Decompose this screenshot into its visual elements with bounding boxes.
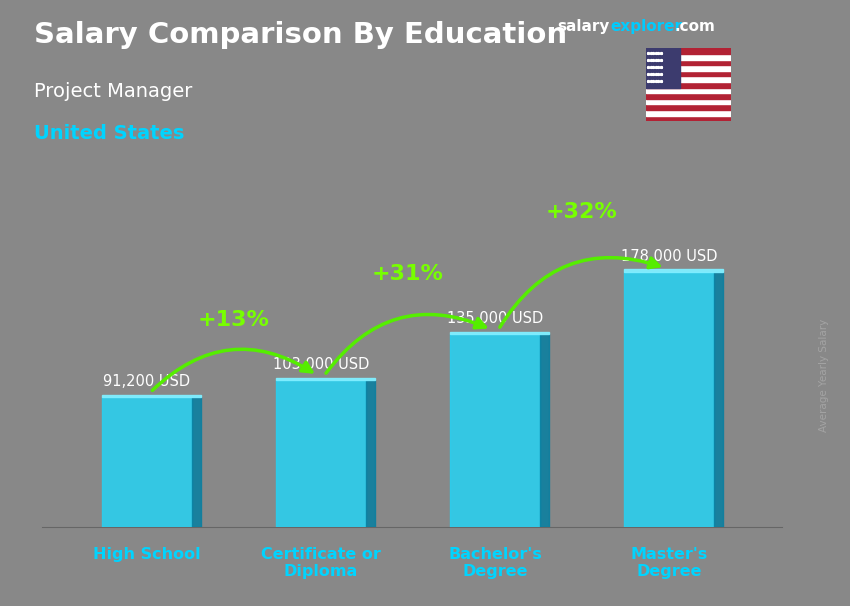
Bar bbox=[540, 334, 549, 527]
Text: Project Manager: Project Manager bbox=[34, 82, 192, 101]
Bar bbox=[450, 331, 549, 334]
Bar bbox=[646, 82, 731, 88]
Text: 103,000 USD: 103,000 USD bbox=[273, 357, 369, 372]
Bar bbox=[275, 380, 366, 527]
Bar bbox=[646, 99, 731, 104]
Text: +31%: +31% bbox=[372, 264, 444, 284]
Bar bbox=[646, 110, 731, 116]
Bar bbox=[646, 88, 731, 93]
Bar bbox=[646, 76, 731, 82]
Bar bbox=[646, 104, 731, 110]
Text: 178,000 USD: 178,000 USD bbox=[620, 250, 717, 264]
Text: +13%: +13% bbox=[198, 310, 269, 330]
Bar bbox=[646, 116, 731, 121]
Bar bbox=[646, 71, 731, 76]
Text: +32%: +32% bbox=[546, 202, 618, 222]
Text: 135,000 USD: 135,000 USD bbox=[447, 311, 543, 326]
Text: Average Yearly Salary: Average Yearly Salary bbox=[819, 319, 829, 432]
Bar bbox=[366, 380, 375, 527]
Text: explorer: explorer bbox=[610, 19, 683, 35]
Text: .com: .com bbox=[675, 19, 716, 35]
Bar bbox=[714, 272, 723, 527]
Bar bbox=[646, 48, 680, 88]
Text: Salary Comparison By Education: Salary Comparison By Education bbox=[34, 21, 567, 49]
Bar bbox=[275, 378, 375, 380]
Bar bbox=[646, 65, 731, 71]
Bar bbox=[646, 48, 731, 54]
Text: salary: salary bbox=[557, 19, 609, 35]
Bar bbox=[102, 395, 201, 396]
Text: United States: United States bbox=[34, 124, 184, 143]
Bar bbox=[450, 334, 540, 527]
Bar bbox=[646, 59, 731, 65]
Text: 91,200 USD: 91,200 USD bbox=[104, 374, 190, 388]
Bar bbox=[624, 269, 723, 272]
Bar bbox=[192, 396, 201, 527]
Bar bbox=[624, 272, 714, 527]
Bar bbox=[646, 93, 731, 99]
Bar bbox=[102, 396, 192, 527]
Bar bbox=[646, 54, 731, 59]
